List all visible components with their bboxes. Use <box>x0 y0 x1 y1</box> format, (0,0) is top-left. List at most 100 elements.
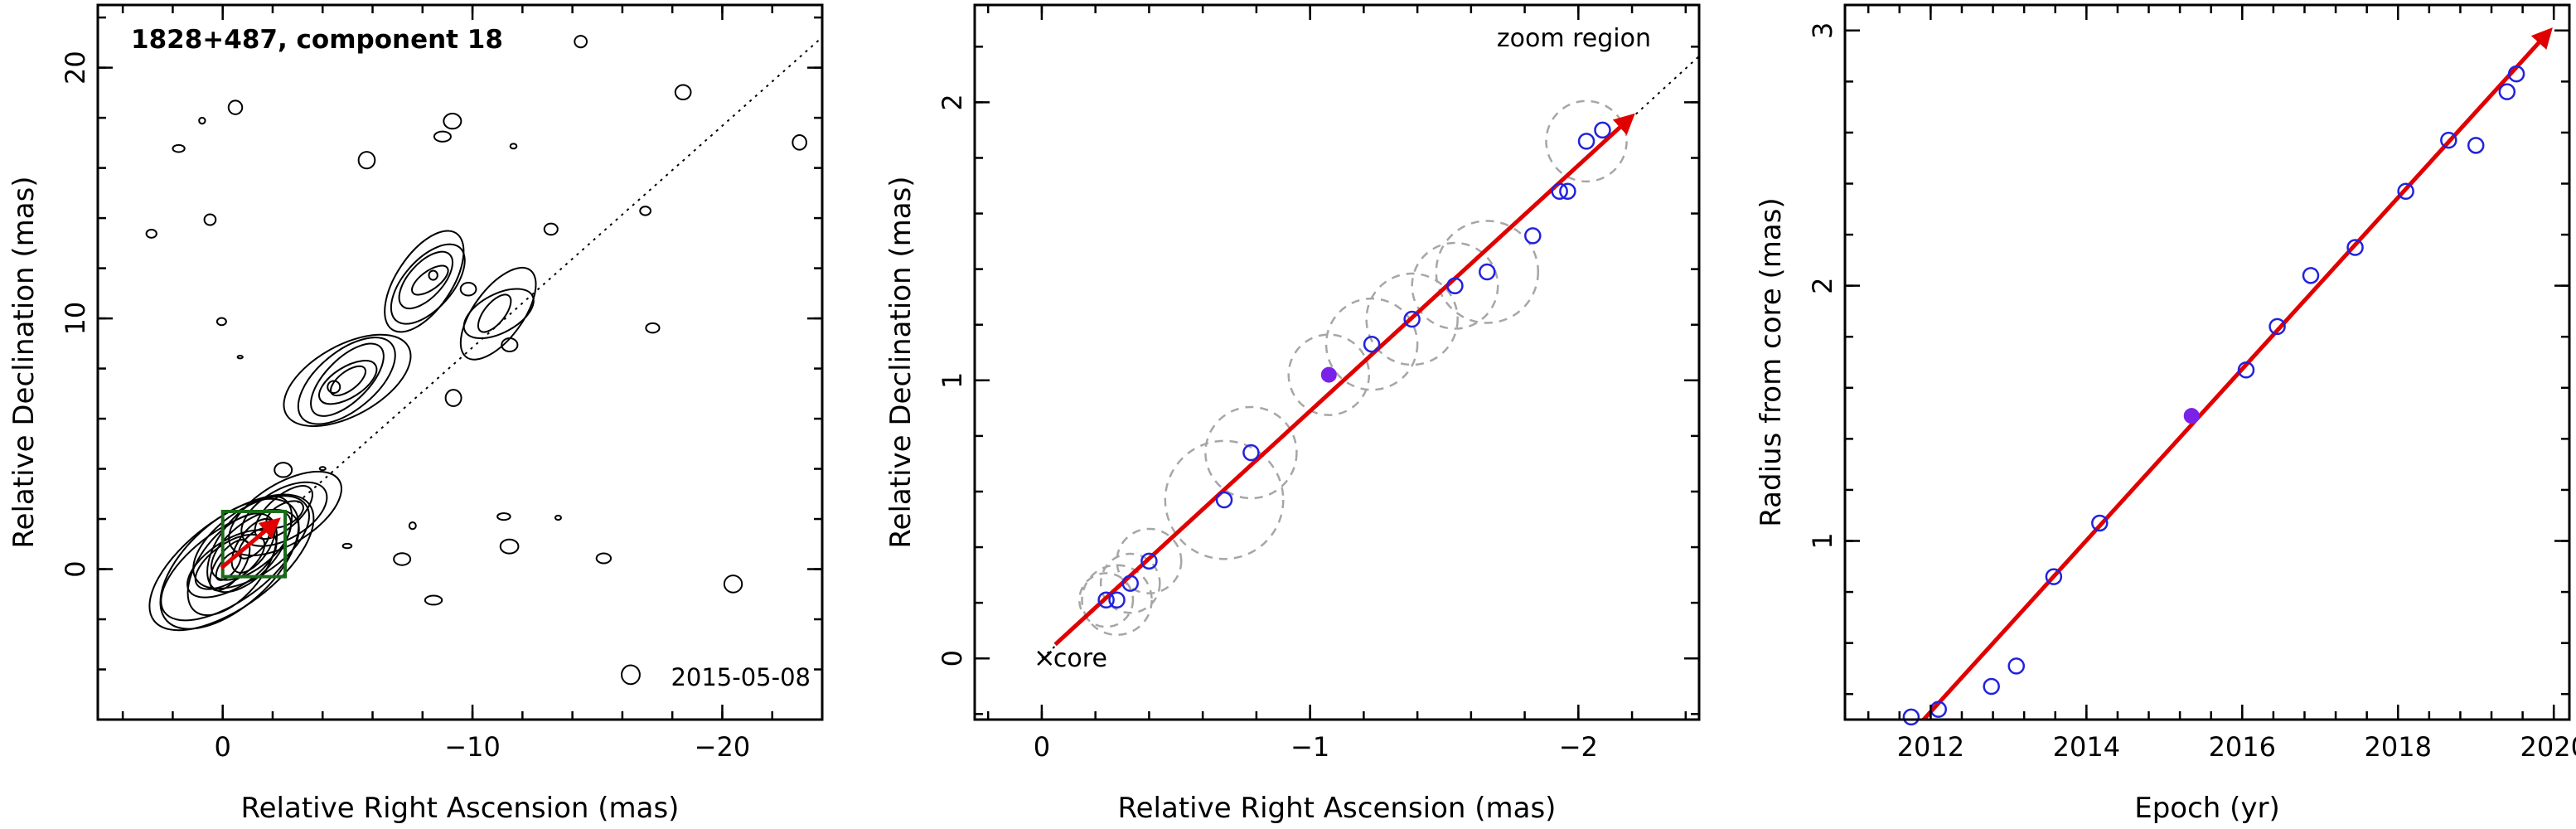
noise-contour <box>433 130 452 143</box>
y-axis-label: Radius from core (mas) <box>1755 197 1788 526</box>
y-tick-label: 1 <box>1807 532 1838 549</box>
y-tick-label: 20 <box>60 51 91 85</box>
noise-contour <box>496 511 511 521</box>
contour-level <box>192 495 310 589</box>
zoom-panel: 0 −1 −2 0 1 2 zoom region × core Relative Rig… <box>884 3 1701 825</box>
core-marker: × <box>1034 642 1056 673</box>
contour-level <box>186 512 278 617</box>
noise-contour <box>428 269 438 281</box>
component-position-point <box>1140 552 1158 570</box>
y-tick-label: 2 <box>1807 277 1838 293</box>
noise-contour <box>424 594 443 606</box>
reference-epoch-point <box>2183 408 2200 424</box>
component-position-point <box>1577 133 1595 150</box>
contour-level <box>477 293 512 333</box>
noise-contour <box>357 151 376 170</box>
component-position-point <box>1215 491 1233 509</box>
component-size-ring <box>1324 297 1419 391</box>
contour-map-panel: 0 −10 −20 0 10 20 1828+487, component 18 2015… <box>7 3 824 825</box>
component-size-ring <box>1077 572 1135 628</box>
zoom-box <box>220 509 288 579</box>
noise-contour <box>543 222 559 236</box>
x-axis-label: Relative Right Ascension (mas) <box>241 792 680 825</box>
core-label: core <box>1053 644 1107 673</box>
y-tick-label: 0 <box>60 560 91 577</box>
radius-point <box>2507 65 2525 83</box>
jet-axis-dotted-line <box>297 36 823 504</box>
component-position-point <box>1403 310 1421 328</box>
noise-contour <box>574 35 588 49</box>
contour-level <box>159 497 300 630</box>
component-size-ring <box>1099 552 1161 614</box>
component-size-ring <box>1411 241 1499 330</box>
x-tick-label: −1 <box>1290 731 1329 763</box>
x-tick-label: 0 <box>1034 731 1050 763</box>
radius-point <box>2269 318 2286 336</box>
x-tick-label: 2018 <box>2365 731 2432 763</box>
noise-contour <box>723 574 743 594</box>
noise-contour <box>341 542 353 550</box>
x-tick-label: −10 <box>444 731 501 763</box>
noise-contour <box>792 133 807 151</box>
plot-frame <box>973 3 1701 721</box>
contour-level <box>283 333 412 428</box>
contour-level <box>390 243 466 325</box>
component-size-ring <box>1435 220 1540 324</box>
noise-contour <box>444 389 462 407</box>
radius-point <box>2346 239 2364 256</box>
radius-point <box>2467 137 2485 154</box>
radius-point <box>2091 514 2109 532</box>
y-tick-label: 2 <box>937 94 968 110</box>
noise-contour <box>639 206 652 216</box>
noise-contour <box>227 99 244 115</box>
component-size-ring <box>1204 405 1298 500</box>
plot-frame <box>96 3 824 721</box>
contour-level <box>318 360 378 405</box>
radius-point <box>2498 83 2516 100</box>
motion-arrow <box>220 517 281 570</box>
component-position-point <box>1242 444 1260 462</box>
component-size-ring <box>1545 99 1628 183</box>
contour-level <box>384 230 465 333</box>
noise-contour <box>274 462 293 478</box>
noise-contour <box>327 380 341 395</box>
x-tick-label: 2020 <box>2520 731 2576 763</box>
reference-epoch-point <box>1320 366 1337 383</box>
x-tick-label: 2012 <box>1897 731 1964 763</box>
axis-ticks: 0 −10 −20 0 10 20 <box>60 5 824 763</box>
epoch-annotation: 2015-05-08 <box>671 663 811 691</box>
component-position-point <box>1551 182 1568 200</box>
y-tick-label: 3 <box>1807 22 1838 39</box>
x-tick-label: 2014 <box>2053 731 2120 763</box>
radius-point <box>2045 568 2063 585</box>
x-tick-label: −20 <box>695 731 751 763</box>
radius-point <box>2007 657 2026 675</box>
noise-contour <box>443 113 462 130</box>
zoom-region-label: zoom region <box>1497 24 1651 53</box>
radius-measurements <box>1902 65 2525 726</box>
component-position-point <box>1121 574 1139 592</box>
radius-point <box>2237 361 2255 379</box>
noise-contour <box>554 514 562 521</box>
noise-contour <box>145 228 157 239</box>
noise-contour <box>203 213 217 226</box>
x-tick-label: 0 <box>215 731 231 763</box>
noise-contour <box>509 143 518 150</box>
radius-point <box>2440 131 2457 149</box>
component-size-ring <box>1081 564 1153 637</box>
noise-contour <box>236 355 244 360</box>
y-tick-label: 10 <box>60 302 91 336</box>
component-position-point <box>1559 182 1576 200</box>
x-tick-label: −2 <box>1559 731 1598 763</box>
noise-contour <box>408 521 417 531</box>
axis-ticks: 0 −1 −2 0 1 2 <box>937 5 1699 763</box>
radius-point <box>1983 677 2000 696</box>
motion-arrow <box>1053 113 1635 647</box>
fit-arrow <box>1920 27 2553 720</box>
noise-contour <box>172 143 186 153</box>
noise-contour <box>621 664 641 686</box>
contour-level <box>398 250 453 309</box>
noise-contour <box>198 116 206 125</box>
contour-level <box>211 509 293 581</box>
